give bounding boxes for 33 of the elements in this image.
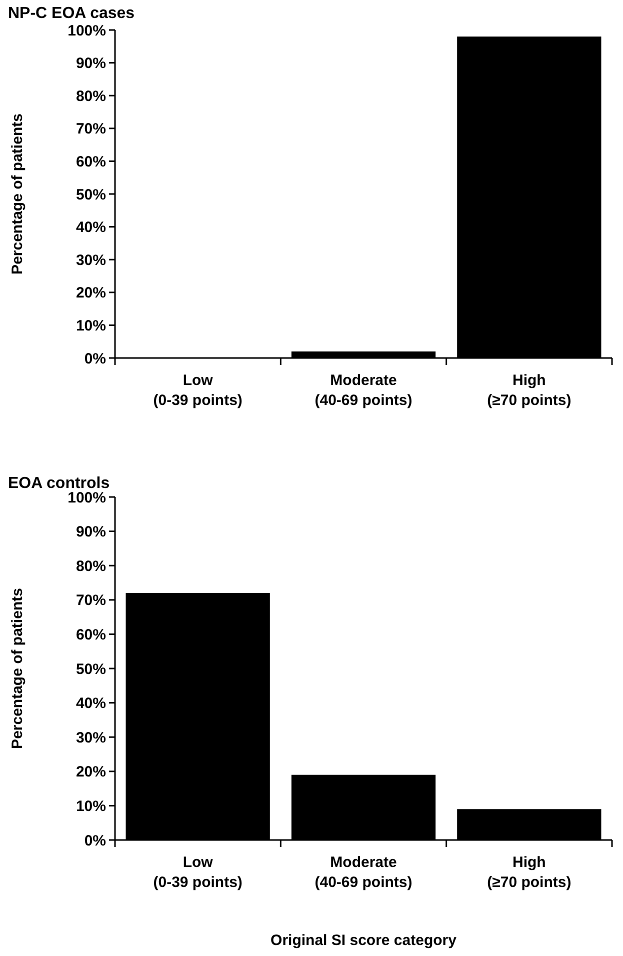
x-tick-label: Low (0-39 points): [153, 854, 242, 891]
x-tick-label: Moderate (40-69 points): [314, 854, 412, 891]
chart-title: NP-C EOA cases: [8, 5, 135, 22]
y-tick-label: 100%: [68, 489, 106, 506]
y-tick-label: 90%: [76, 55, 106, 72]
y-tick-label: 100%: [68, 22, 106, 40]
x-tick-label: Low (0-39 points): [153, 372, 242, 409]
y-tick-label: 10%: [76, 317, 106, 334]
y-tick-label: 40%: [76, 219, 106, 236]
y-tick-label: 60%: [76, 153, 106, 170]
y-tick-label: 20%: [76, 764, 106, 781]
y-axis-title: Percentage of patients: [9, 588, 26, 749]
y-tick-label: 80%: [76, 88, 106, 105]
y-tick-label: 30%: [76, 729, 106, 746]
y-tick-label: 0%: [84, 832, 106, 850]
y-tick-label: 10%: [76, 798, 106, 815]
y-tick-label: 80%: [76, 558, 106, 575]
y-tick-label: 70%: [76, 120, 106, 138]
y-tick-label: 30%: [76, 252, 106, 269]
y-tick-label: 20%: [76, 284, 106, 302]
y-axis-title: Percentage of patients: [9, 114, 26, 274]
chart-title: EOA controls: [8, 475, 110, 492]
y-tick-label: 40%: [76, 695, 106, 712]
y-tick-label: 50%: [76, 660, 106, 678]
x-axis-title: Original SI score category: [270, 932, 458, 949]
y-tick-label: 70%: [76, 592, 106, 610]
x-tick-label: High (≥70 points): [487, 372, 572, 409]
y-tick-label: 50%: [76, 186, 106, 204]
y-tick-label: 90%: [76, 524, 106, 541]
y-tick-label: 60%: [76, 626, 106, 644]
x-tick-label: High (≥70 points): [487, 854, 572, 891]
y-tick-label: 0%: [84, 350, 106, 368]
x-tick-label: Moderate (40-69 points): [314, 372, 412, 409]
